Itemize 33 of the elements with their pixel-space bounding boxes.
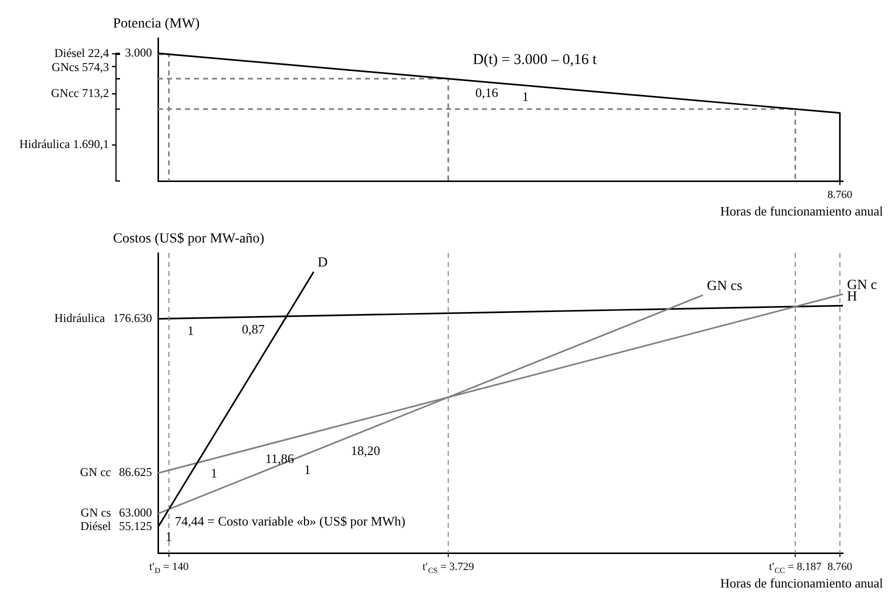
annotation: 3.000 bbox=[125, 45, 152, 60]
y-tick-label: 86.625 bbox=[119, 465, 152, 480]
annotation: 1 bbox=[210, 465, 218, 480]
annotation: 0,87 bbox=[242, 322, 266, 337]
text: GN cs bbox=[80, 506, 112, 520]
x-axis-title: Horas de funcionamiento anual bbox=[720, 203, 884, 218]
series-label: D bbox=[318, 256, 328, 271]
text: Diésel bbox=[80, 519, 112, 534]
text: Diésel 22,4 bbox=[54, 46, 109, 60]
y-axis-title: Costos (US$ por MW-año) bbox=[113, 232, 265, 247]
y-tick-label: 55.125 bbox=[119, 519, 152, 534]
series-label: H bbox=[847, 289, 858, 304]
text: GNcs 574,3 bbox=[52, 60, 109, 74]
annotation: 74,44 = Costo variable «b» (US$ por MWh) bbox=[174, 514, 406, 529]
text: GNcc 713,2 bbox=[51, 86, 109, 100]
series-label: GN cs bbox=[706, 278, 742, 294]
annotation: 1 bbox=[304, 462, 311, 477]
x-tick-label: 8.760 bbox=[828, 560, 853, 573]
annotation: 0,16 bbox=[475, 84, 499, 100]
text: Hidráulica bbox=[54, 310, 106, 325]
y-axis-title: Potencia (MW) bbox=[113, 16, 200, 32]
annotation: D(t) = 3.000 – 0,16 t bbox=[472, 52, 598, 68]
annotation: 1 bbox=[166, 528, 172, 544]
annotation: 11,86 bbox=[265, 451, 294, 466]
annotation: 8.760 bbox=[828, 188, 853, 201]
annotation: 18,20 bbox=[350, 443, 380, 458]
annotation: 1 bbox=[522, 89, 529, 104]
annotation: 1 bbox=[187, 322, 194, 338]
x-axis-title: Horas de funcionamiento anual bbox=[720, 575, 884, 590]
text: Hidráulica 1.690,1 bbox=[19, 137, 110, 152]
text: GN cc bbox=[80, 465, 111, 480]
y-tick-label: 176.630 bbox=[113, 310, 152, 325]
y-tick-label: 63.000 bbox=[119, 506, 152, 520]
